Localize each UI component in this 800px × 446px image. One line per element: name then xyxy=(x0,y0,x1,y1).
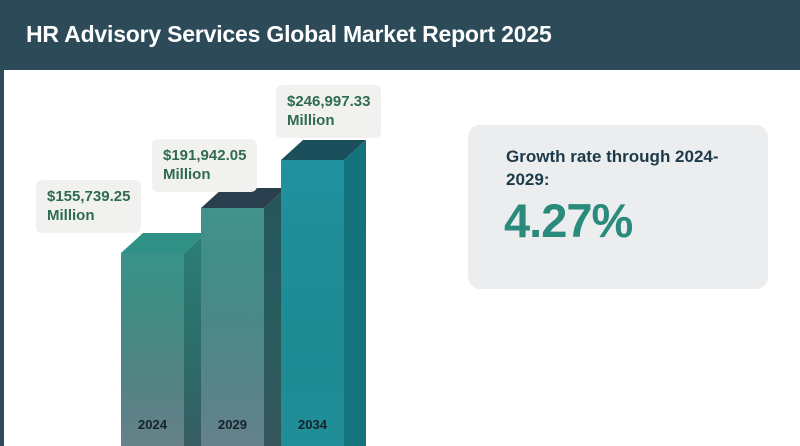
bar-2029-top-face xyxy=(201,188,286,208)
value-callout-2029-amount: $191,942.05 xyxy=(163,147,247,164)
report-header: HR Advisory Services Global Market Repor… xyxy=(0,0,800,70)
bar-2034-top-face xyxy=(281,140,366,160)
axis-label-2024: 2024 xyxy=(121,417,184,432)
bar-2034-front-face xyxy=(281,160,344,446)
value-callout-2029-unit: Million xyxy=(163,166,211,184)
bar-2024[interactable] xyxy=(121,233,206,446)
axis-label-2029-text: 2029 xyxy=(218,417,247,432)
value-callout-2024-amount: $155,739.25 xyxy=(47,188,131,205)
value-callout-2024-unit: Million xyxy=(47,207,95,225)
value-callout-2034-amount: $246,997.33 xyxy=(287,93,371,110)
bar-2029-side-face xyxy=(264,188,286,446)
bar-2024-front-face xyxy=(121,253,184,446)
growth-rate-heading: Growth rate through 2024-2029: xyxy=(506,147,719,190)
bar-2024-side-face xyxy=(184,233,206,446)
bar-2034-side-face xyxy=(344,140,366,446)
bar-2034[interactable] xyxy=(281,140,366,446)
bar-2029-front-face xyxy=(201,208,264,446)
value-callout-2034-unit: Million xyxy=(287,112,335,130)
page-title: HR Advisory Services Global Market Repor… xyxy=(26,21,552,47)
growth-rate-card: Growth rate through 2024-2029: 4.27% xyxy=(468,125,768,289)
left-accent-strip xyxy=(0,70,4,446)
axis-label-2024-text: 2024 xyxy=(138,417,167,432)
bar-chart: 2024 2029 2034 xyxy=(0,70,450,446)
value-callout-2029: $191,942.05 Million xyxy=(152,139,258,193)
growth-rate-value: 4.27% xyxy=(504,194,633,247)
bar-2024-top-face xyxy=(121,233,206,253)
value-callout-2034: $246,997.33 Million xyxy=(276,85,382,139)
axis-label-2034: 2034 xyxy=(281,417,344,432)
axis-label-2034-text: 2034 xyxy=(298,417,327,432)
axis-label-2029: 2029 xyxy=(201,417,264,432)
bar-2029[interactable] xyxy=(201,188,286,446)
value-callout-2024: $155,739.25 Million xyxy=(36,180,142,234)
